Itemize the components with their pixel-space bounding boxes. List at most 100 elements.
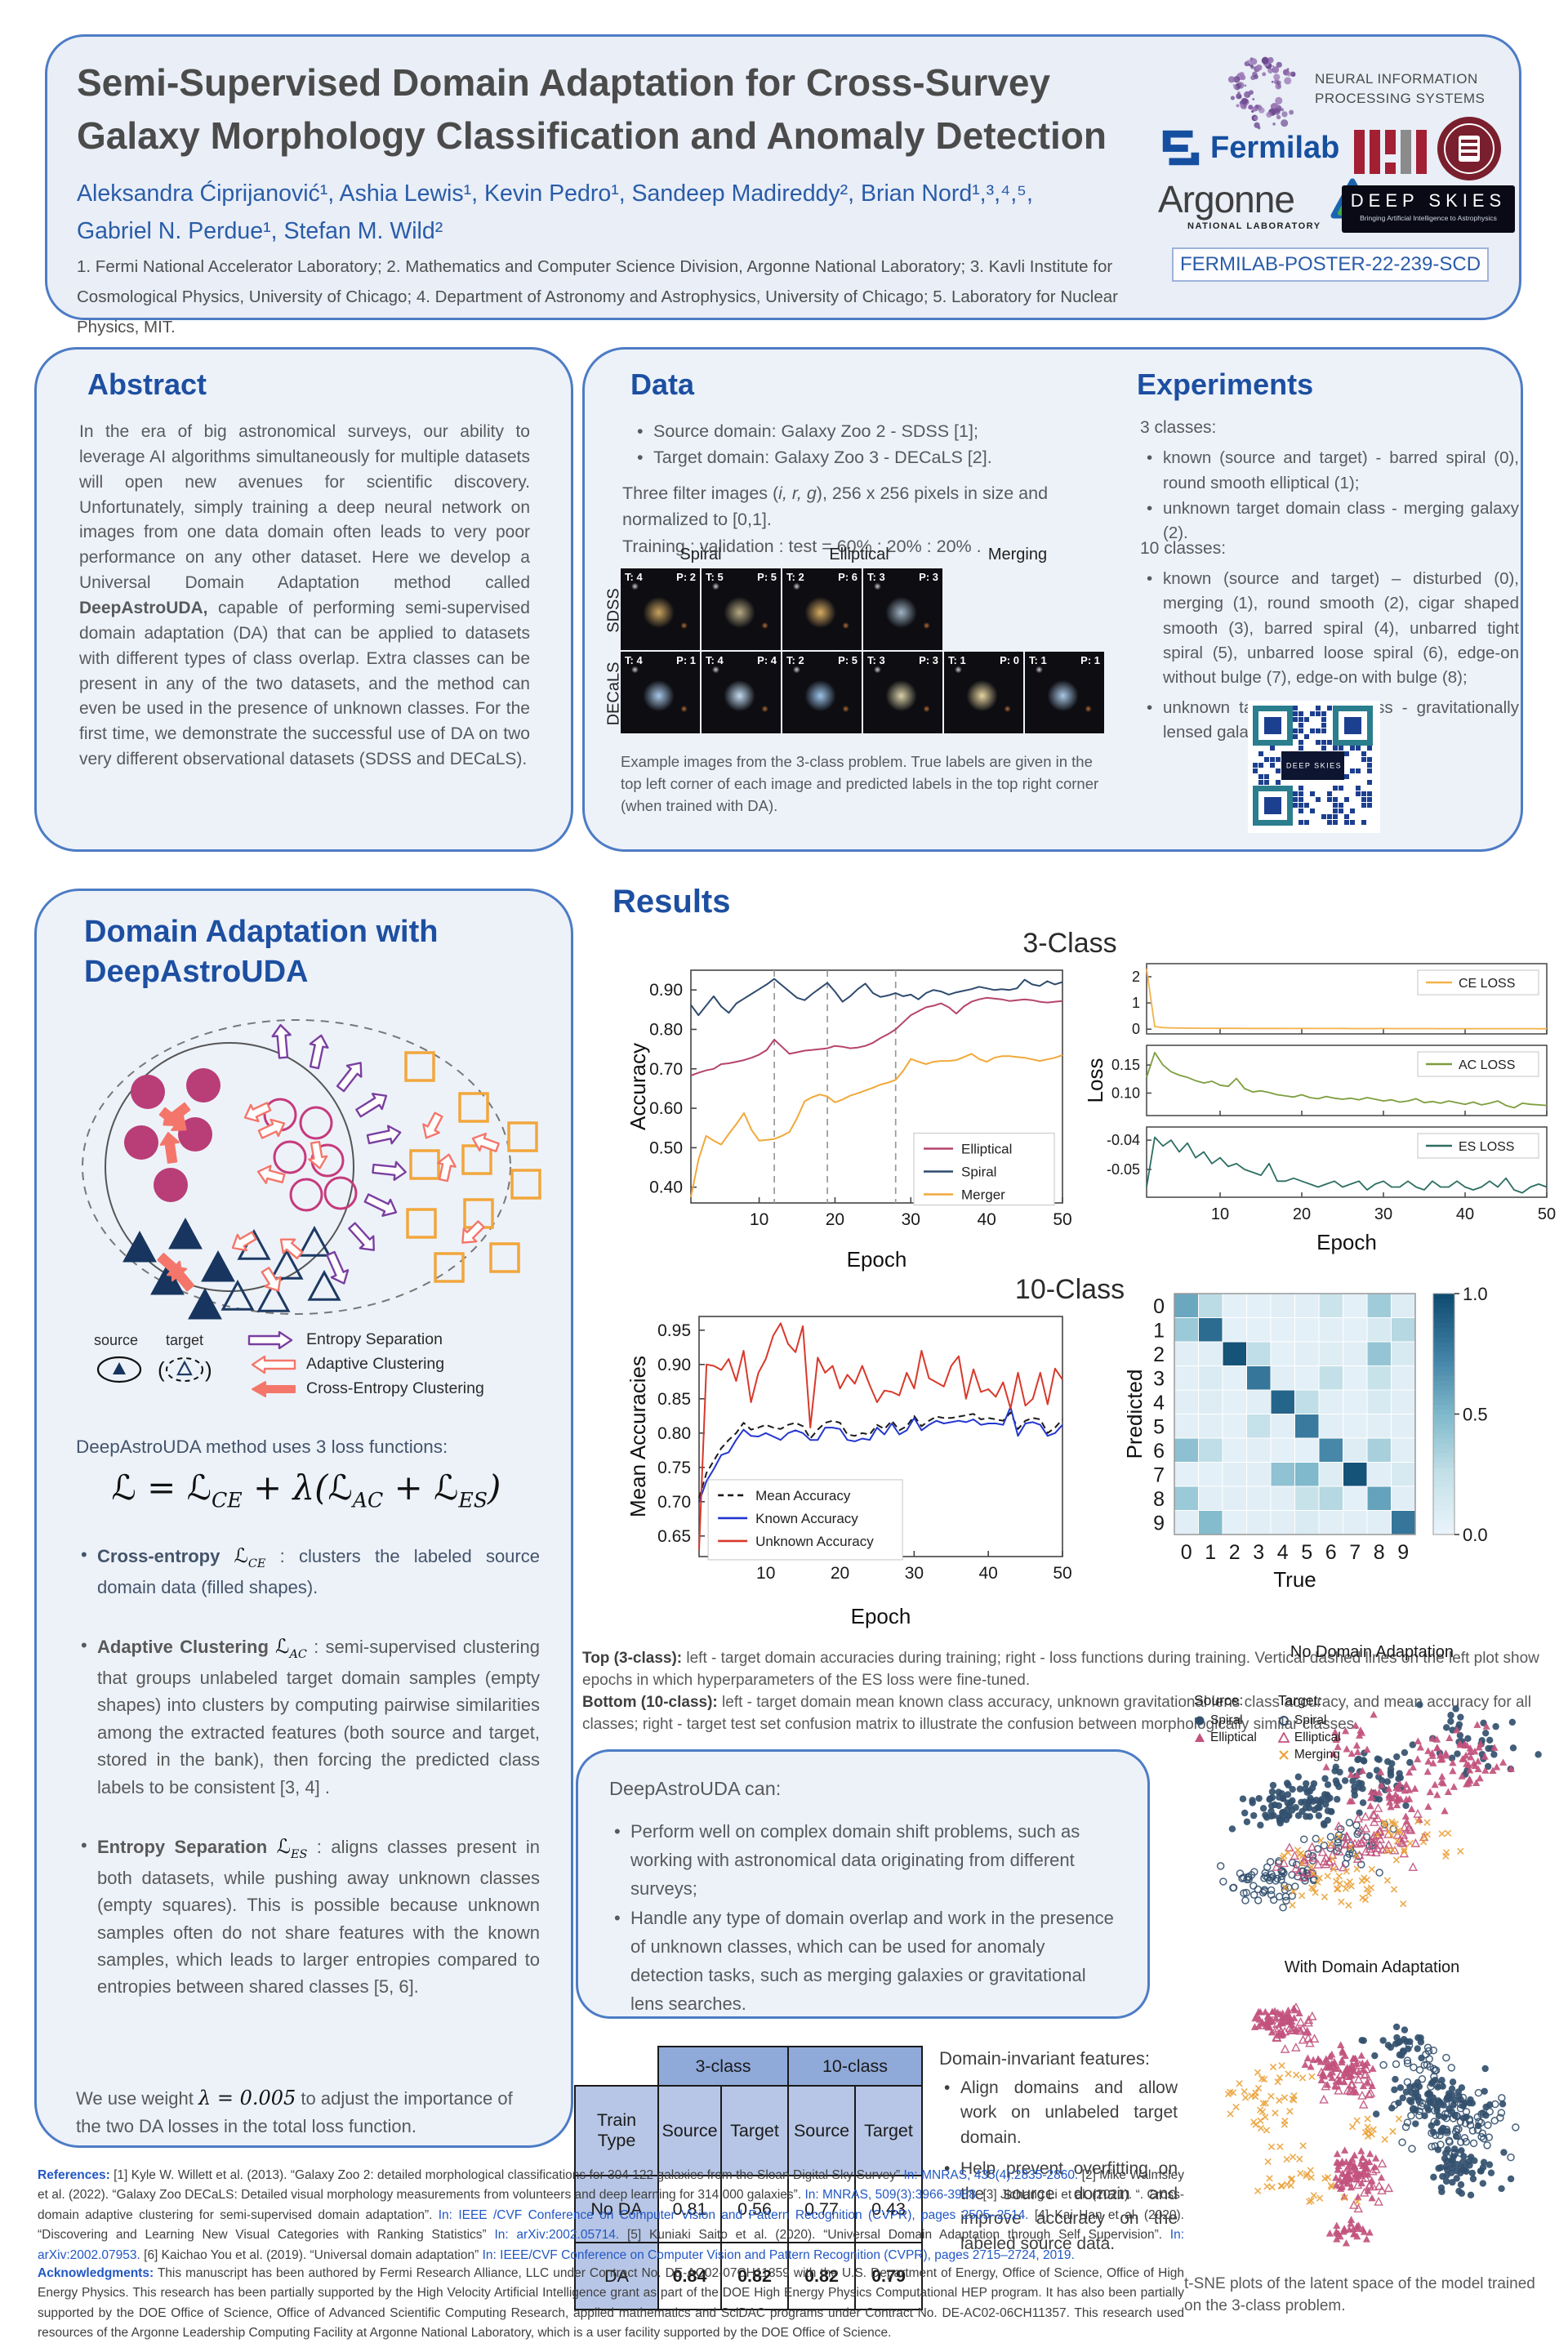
svg-text:0.95: 0.95 bbox=[657, 1321, 691, 1340]
svg-text:8: 8 bbox=[1374, 1541, 1385, 1564]
data-experiments-box: Data Source domain: Galaxy Zoo 2 - SDSS … bbox=[582, 347, 1523, 852]
galaxy-image: T: 2 P: 5 bbox=[782, 652, 862, 733]
results-title: Results bbox=[612, 884, 731, 920]
da-title: Domain Adaptation with DeepAstroUDA bbox=[84, 915, 439, 990]
fermilab-logo: Fermilab bbox=[1158, 128, 1339, 167]
svg-text:0.80: 0.80 bbox=[657, 1424, 691, 1443]
galaxy-col-header: Elliptical bbox=[829, 546, 889, 564]
qr-code[interactable]: DEEP SKIES bbox=[1248, 701, 1380, 833]
results-10class-title: 10-Class bbox=[1014, 1274, 1125, 1305]
galaxy-image: T: 5 P: 5 bbox=[702, 568, 781, 650]
svg-text:0.85: 0.85 bbox=[657, 1390, 691, 1409]
svg-text:3: 3 bbox=[1253, 1541, 1264, 1564]
svg-text:10: 10 bbox=[756, 1564, 775, 1583]
svg-text:Epoch: Epoch bbox=[847, 1247, 907, 1272]
loss-bullet-ce: Cross-entropy ℒCE : clusters the labeled… bbox=[76, 1541, 540, 1601]
svg-text:5: 5 bbox=[1153, 1415, 1165, 1438]
svg-text:0.70: 0.70 bbox=[649, 1060, 683, 1079]
svg-text:0.80: 0.80 bbox=[649, 1020, 683, 1039]
confusion-matrix-chart: 00112233445566778899TruePredicted1.00.50… bbox=[1127, 1284, 1488, 1592]
svg-text:7: 7 bbox=[1153, 1463, 1165, 1486]
da-shape-legend: source target ( ) bbox=[94, 1332, 213, 1385]
svg-text:30: 30 bbox=[902, 1210, 920, 1229]
domain-invariant-block: Domain-invariant features: Align domains… bbox=[939, 2048, 1178, 2256]
svg-text:1: 1 bbox=[1132, 995, 1140, 1011]
poster-id-badge: FERMILAB-POSTER-22-239-SCD bbox=[1172, 247, 1489, 282]
target-merging-icon bbox=[1279, 1750, 1289, 1761]
svg-text:5: 5 bbox=[1301, 1541, 1312, 1564]
svg-text:Spiral: Spiral bbox=[961, 1165, 996, 1180]
fermilab-icon bbox=[1162, 130, 1200, 166]
data-paragraph: Three filter images (i, r, g), 256 x 256… bbox=[622, 483, 1049, 556]
reference-link[interactable]: In: arXiv:2002.05714. bbox=[494, 2228, 620, 2243]
da-outro: We use weight λ = 0.005 to adjust the im… bbox=[76, 2087, 513, 2137]
svg-text:40: 40 bbox=[1456, 1205, 1474, 1223]
neurips-logo-text: NEURAL INFORMATION PROCESSING SYSTEMS bbox=[1315, 71, 1486, 106]
svg-text:True: True bbox=[1273, 1567, 1316, 1592]
authors: Aleksandra Ćiprijanović¹, Ashia Lewis¹, … bbox=[77, 180, 1033, 244]
svg-text:1.0: 1.0 bbox=[1463, 1284, 1488, 1304]
accuracy-table: 3-class 10-class Train Type Source Targe… bbox=[574, 2046, 923, 2310]
galaxy-image: T: 1 P: 1 bbox=[1025, 652, 1104, 733]
svg-text:-0.04: -0.04 bbox=[1107, 1132, 1140, 1148]
domain-invariant-title: Domain-invariant features: bbox=[939, 2048, 1151, 2069]
data-bullet: Target domain: Galaxy Zoo 3 - DECaLS [2]… bbox=[632, 444, 1089, 471]
svg-text:CE LOSS: CE LOSS bbox=[1459, 977, 1515, 991]
reference-link[interactable]: In: IEEE/CVF Conference on Computer Visi… bbox=[482, 2247, 1075, 2262]
svg-text:0.15: 0.15 bbox=[1111, 1057, 1140, 1073]
svg-text:Mean Accuracies: Mean Accuracies bbox=[627, 1356, 650, 1517]
can-box-bullets: Perform well on complex domain shift pro… bbox=[609, 1817, 1122, 2018]
ten-classes-label: 10 classes: bbox=[1140, 539, 1227, 558]
galaxy-caption: Example images from the 3-class problem.… bbox=[621, 753, 1099, 814]
svg-text:0.90: 0.90 bbox=[649, 981, 683, 1000]
svg-text:-0.05: -0.05 bbox=[1107, 1161, 1140, 1178]
svg-text:50: 50 bbox=[1053, 1210, 1071, 1229]
svg-text:20: 20 bbox=[826, 1210, 844, 1229]
target-spiral-icon bbox=[1278, 1716, 1289, 1726]
reference-text: [4] Kai Han et al. (2020). “Discovering … bbox=[38, 2207, 1184, 2243]
svg-text:20: 20 bbox=[831, 1564, 849, 1583]
svg-text:7: 7 bbox=[1349, 1541, 1361, 1564]
svg-text:DEEP SKIES: DEEP SKIES bbox=[1286, 761, 1342, 769]
svg-text:50: 50 bbox=[1538, 1205, 1556, 1223]
tsne-with-da-plot bbox=[1224, 2002, 1520, 2247]
galaxy-grid: T: 4 P: 2 T: 5 P: 5 T: 2 P: 6 T: 3 P: 3 SDSS T: 4… bbox=[605, 568, 1111, 737]
entropy-separation-arrow-icon bbox=[247, 1330, 293, 1349]
galaxy-image: T: 2 P: 6 bbox=[782, 568, 862, 650]
table-corner: Train Type bbox=[574, 2085, 659, 2176]
svg-text:6: 6 bbox=[1153, 1440, 1165, 1463]
reference-link[interactable]: In: MNRAS, 435(4):2835-2860. bbox=[903, 2168, 1079, 2182]
can-box: DeepAstroUDA can: Perform well on comple… bbox=[576, 1749, 1150, 2019]
reference-text: [3] Jichang Li et al. (2021). “. Cross-d… bbox=[38, 2188, 1185, 2222]
galaxy-image: T: 4 P: 2 bbox=[621, 568, 700, 650]
experiments-title: Experiments bbox=[1137, 368, 1314, 401]
svg-text:0: 0 bbox=[1153, 1295, 1165, 1318]
reference-text: [5] Kuniaki Saito et al. (2020). “Univer… bbox=[619, 2228, 1170, 2243]
svg-text:0.5: 0.5 bbox=[1463, 1405, 1488, 1425]
can-box-title: DeepAstroUDA can: bbox=[609, 1778, 782, 1799]
accuracy-3class-chart: 0.40 0.50 0.60 0.70 0.80 0.90 10 20 30 40 50 Epoch A… bbox=[627, 969, 1072, 1272]
source-spiral-icon bbox=[1195, 1716, 1205, 1726]
reference-text: [2] Mike Walmsley et al. (2022). “Galaxy… bbox=[38, 2168, 1184, 2203]
da-diagram bbox=[82, 1019, 541, 1320]
svg-text:Mean Accuracy: Mean Accuracy bbox=[755, 1488, 851, 1503]
tsne-no-da-title: No Domain Adaptation bbox=[1290, 1643, 1454, 1661]
reference-text: [1] Kyle W. Willett et al. (2013). “Gala… bbox=[109, 2168, 904, 2182]
reference-link[interactable]: In: IEEE /CVF Conference on Computer Vis… bbox=[438, 2207, 1029, 2222]
abstract-title: Abstract bbox=[87, 368, 207, 401]
svg-text:): ) bbox=[205, 1357, 212, 1382]
three-classes-bullets: known (source and target) - barred spira… bbox=[1142, 446, 1519, 546]
three-classes-label: 3 classes: bbox=[1140, 418, 1217, 437]
svg-text:0.0: 0.0 bbox=[1463, 1525, 1488, 1545]
galaxy-image: T: 3 P: 3 bbox=[863, 652, 942, 733]
reference-link[interactable]: In: MNRAS, 509(3):3966-3988. bbox=[804, 2188, 980, 2203]
da-intro: DeepAstroUDA method uses 3 loss function… bbox=[76, 1437, 448, 1457]
svg-text:2: 2 bbox=[1229, 1541, 1241, 1564]
svg-text:2: 2 bbox=[1132, 969, 1140, 985]
galaxy-row-header: DECaLS bbox=[604, 662, 623, 726]
reference-link[interactable]: In: arXiv:2002.07953. bbox=[38, 2228, 1185, 2262]
tsne-caption: t-SNE plots of the latent space of the m… bbox=[1184, 2275, 1535, 2314]
svg-text:3: 3 bbox=[1153, 1367, 1165, 1390]
svg-text:Epoch: Epoch bbox=[1316, 1230, 1377, 1254]
